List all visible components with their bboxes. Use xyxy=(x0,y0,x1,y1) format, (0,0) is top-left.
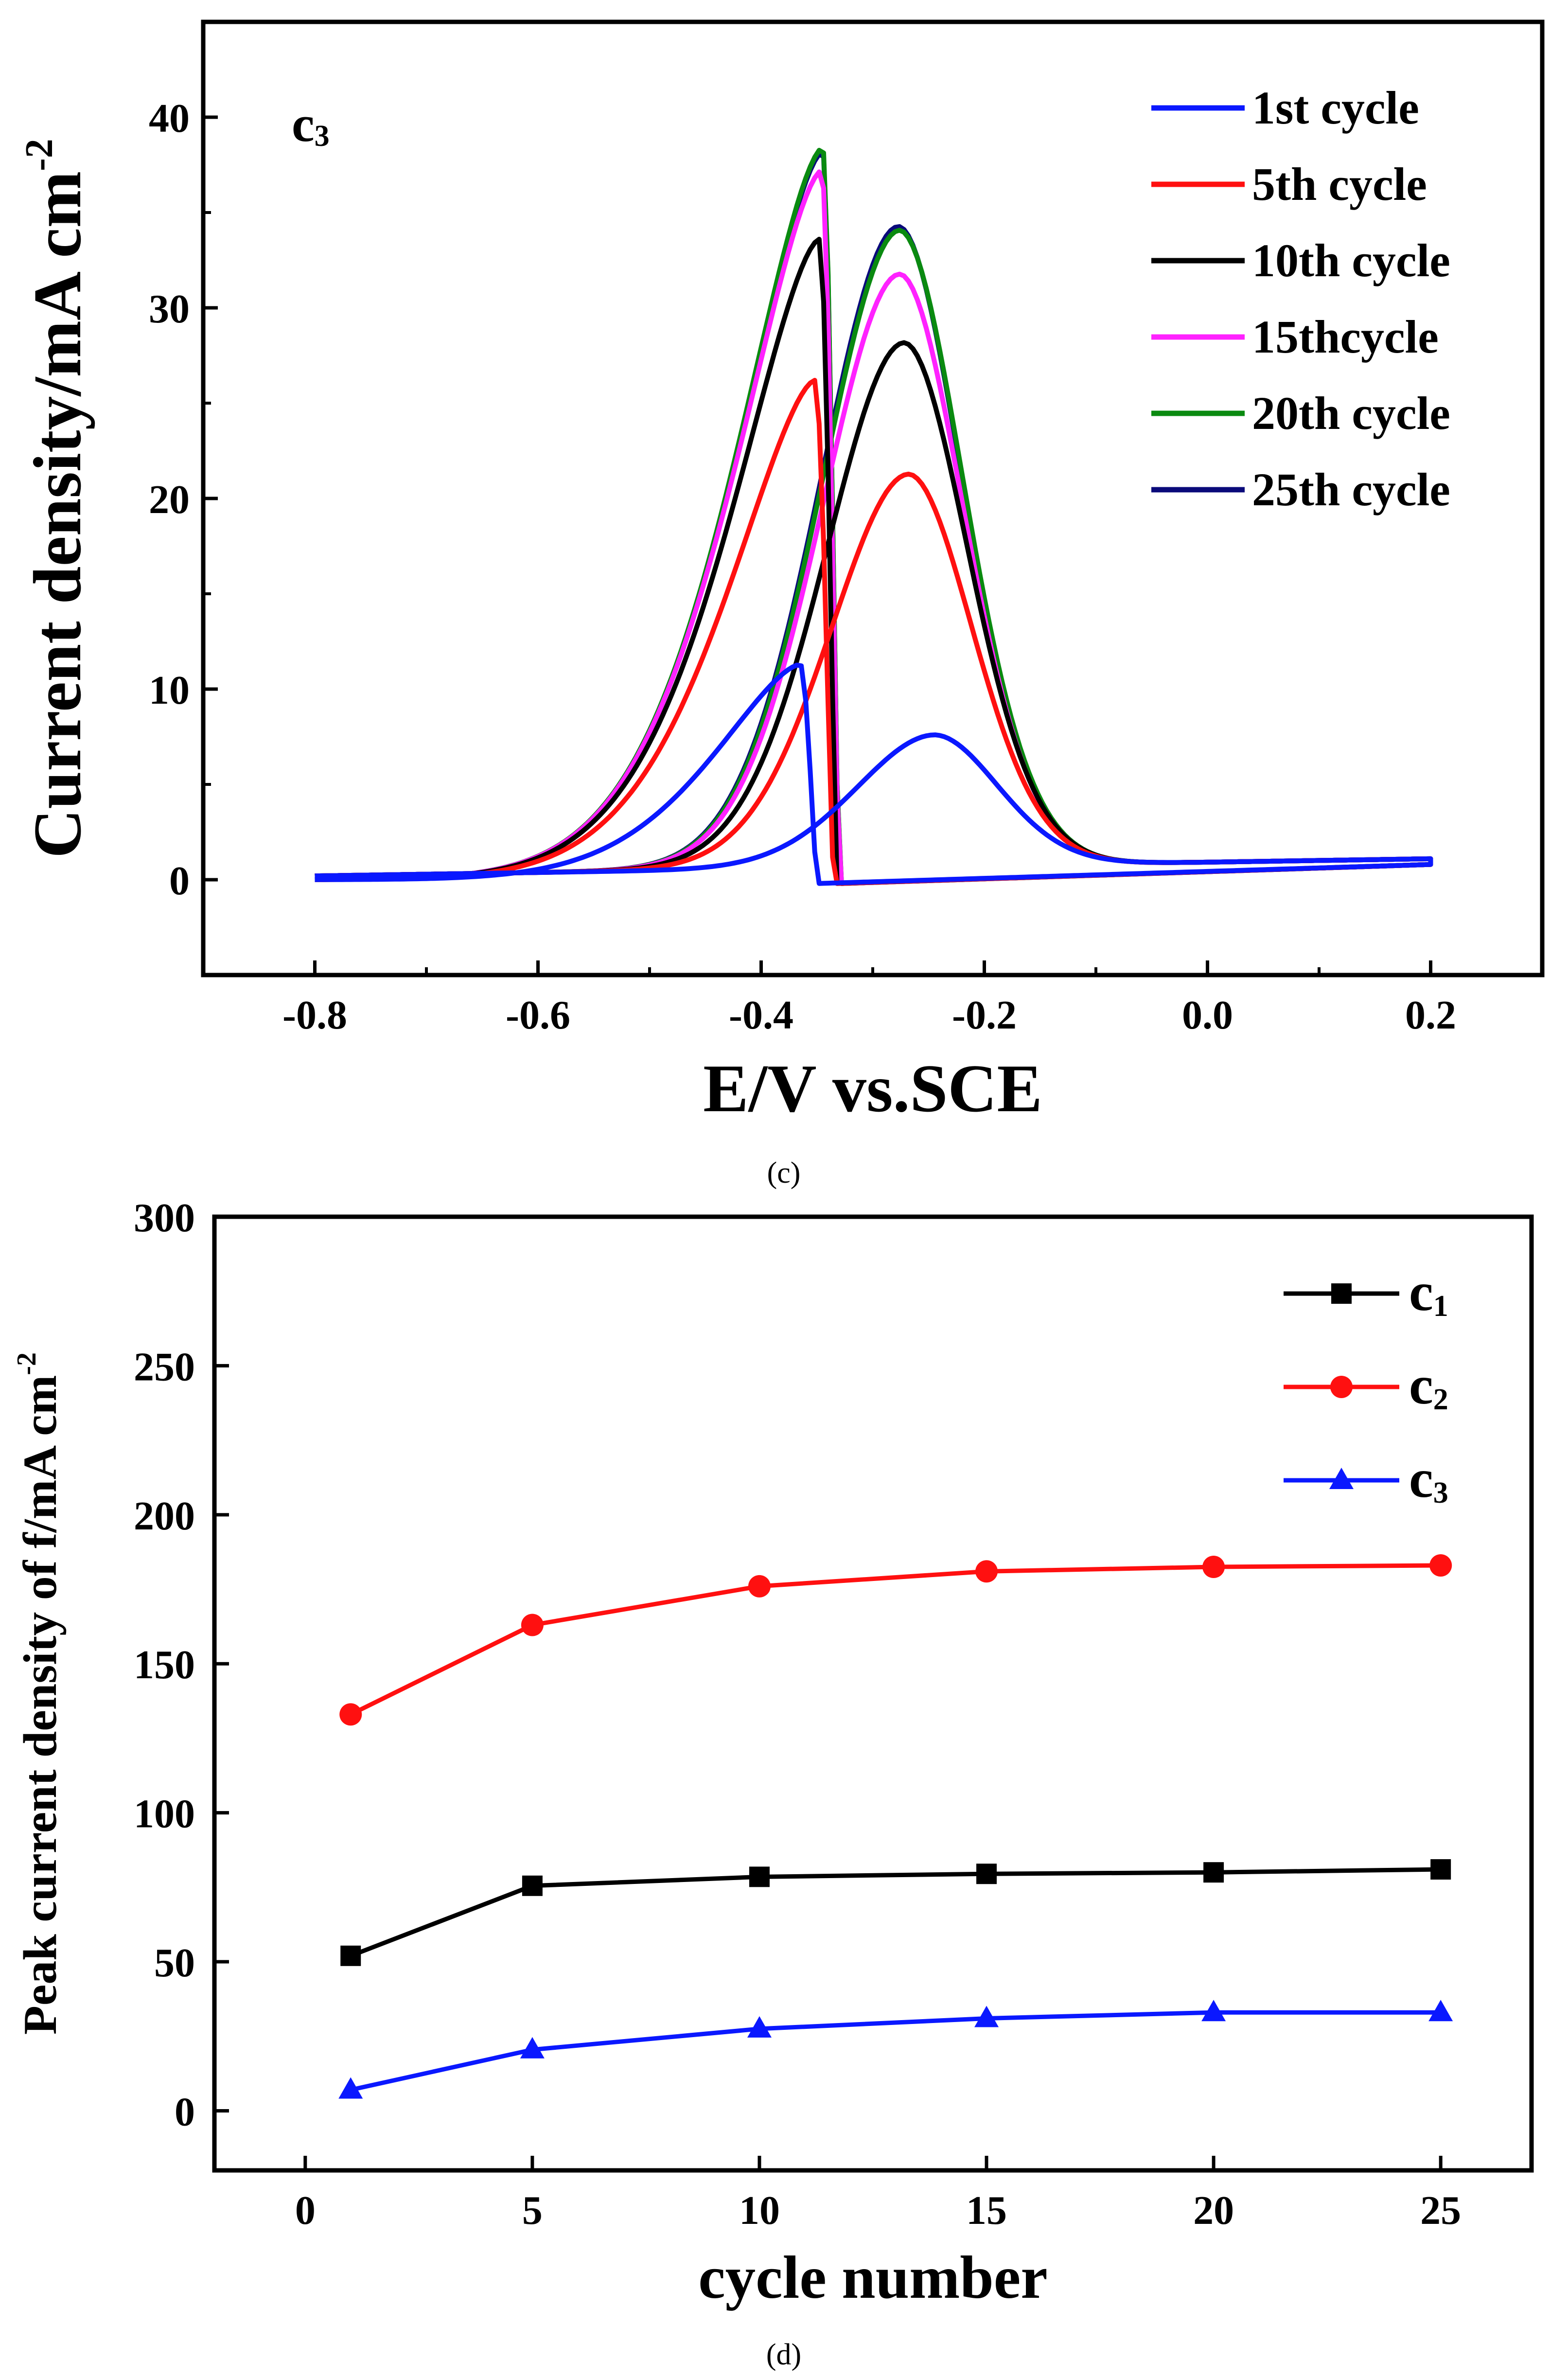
c-legend-label: 5th cycle xyxy=(1252,158,1427,210)
chart-c-x-axis-label: E/V vs.SCE xyxy=(703,1051,1042,1126)
d-y-tick-label: 300 xyxy=(134,1195,195,1241)
d-point-c3 xyxy=(520,2037,545,2059)
caption-d: (d) xyxy=(766,2338,801,2371)
c-legend-label: 25th cycle xyxy=(1252,463,1450,515)
chart-c: -0.8 -0.6 -0.4 -0.2 0.0 0.2 0 10 20 30 40 1st cycl… xyxy=(18,19,1545,1190)
d-x-tick-label: 10 xyxy=(739,2188,780,2233)
d-point-c3 xyxy=(1428,2000,1453,2022)
d-point-c1 xyxy=(1430,1859,1451,1880)
d-point-c2 xyxy=(748,1575,771,1598)
d-point-c2 xyxy=(339,1703,362,1726)
d-series-line-c1 xyxy=(350,1867,1441,1958)
c-x-tick-label: 0.0 xyxy=(1182,993,1233,1038)
chart-c-y-axis-label: Current density/mA cm-2 xyxy=(18,139,95,858)
d-point-c3 xyxy=(974,2006,999,2027)
d-point-c2 xyxy=(1202,1556,1225,1579)
c-cv-curve-2 xyxy=(315,378,1433,886)
d-legend-marker xyxy=(1330,1376,1353,1398)
c-y-tick-label: 20 xyxy=(149,477,190,522)
d-point-c1 xyxy=(976,1864,997,1884)
d-point-c2 xyxy=(1429,1554,1452,1577)
chart-d-x-axis-label: cycle number xyxy=(698,2244,1048,2311)
d-y-tick-label: 0 xyxy=(175,2089,195,2134)
d-point-c1 xyxy=(1203,1862,1224,1883)
caption-c: (c) xyxy=(767,1156,801,1190)
c-cv-curve-1 xyxy=(315,662,1433,886)
chart-c-axes: -0.8 -0.6 -0.4 -0.2 0.0 0.2 0 10 20 30 40 xyxy=(149,96,1456,1038)
c-x-tick-label: -0.8 xyxy=(282,993,347,1038)
c-legend-label: 1st cycle xyxy=(1252,82,1419,134)
c-x-tick-label: -0.4 xyxy=(729,993,793,1038)
c-y-tick-label: 30 xyxy=(149,286,190,332)
chart-c-curves xyxy=(315,148,1433,886)
d-series-line-c3 xyxy=(350,2010,1441,2092)
c-y-tick-label: 0 xyxy=(169,858,190,904)
d-point-c2 xyxy=(975,1560,998,1583)
c-y-tick-label: 10 xyxy=(149,668,190,713)
d-y-tick-label: 150 xyxy=(134,1642,195,1687)
d-y-tick-label: 100 xyxy=(134,1792,195,1837)
d-point-c3 xyxy=(1201,2000,1226,2022)
d-point-c1 xyxy=(340,1945,361,1966)
d-point-c2 xyxy=(521,1614,544,1636)
d-x-tick-label: 25 xyxy=(1420,2188,1461,2233)
d-point-c3 xyxy=(338,2077,363,2099)
d-x-tick-label: 5 xyxy=(522,2188,543,2233)
d-legend-label: c3 xyxy=(1409,1449,1448,1509)
d-point-c1 xyxy=(749,1866,770,1887)
d-x-tick-label: 20 xyxy=(1193,2188,1234,2233)
chart-d-series xyxy=(338,1554,1453,2099)
c-x-tick-label: -0.6 xyxy=(506,993,570,1038)
chart-c-panel-label: c3 xyxy=(292,95,330,153)
d-x-tick-label: 15 xyxy=(966,2188,1007,2233)
d-point-c3 xyxy=(747,2016,772,2038)
c-legend-label: 15thcycle xyxy=(1252,311,1439,363)
d-y-tick-label: 250 xyxy=(134,1344,195,1389)
d-y-tick-label: 200 xyxy=(134,1493,195,1539)
d-legend-label: c2 xyxy=(1409,1355,1448,1416)
d-legend-label: c1 xyxy=(1409,1262,1448,1323)
c-x-tick-label: 0.2 xyxy=(1405,993,1456,1038)
chart-d-legend: c1 c2 c3 xyxy=(1284,1262,1448,1509)
chart-d-plot-frame xyxy=(212,1214,1534,2173)
d-series-line-c2 xyxy=(350,1563,1441,1717)
d-x-tick-label: 0 xyxy=(295,2188,316,2233)
c-x-tick-label: -0.2 xyxy=(952,993,1017,1038)
d-legend-marker xyxy=(1329,1468,1354,1489)
c-legend-label: 10th cycle xyxy=(1252,234,1450,286)
chart-d-y-axis-label: Peak current density of f/mA cm-2 xyxy=(12,1352,67,2035)
chart-c-legend: 1st cycle 5th cycle 10th cycle 15thcycle 20t… xyxy=(1151,82,1450,515)
c-legend-label: 20th cycle xyxy=(1252,387,1450,439)
d-legend-marker xyxy=(1331,1283,1352,1304)
c-y-tick-label: 40 xyxy=(149,96,190,141)
d-point-c1 xyxy=(522,1875,543,1896)
d-y-tick-label: 50 xyxy=(154,1940,195,1986)
